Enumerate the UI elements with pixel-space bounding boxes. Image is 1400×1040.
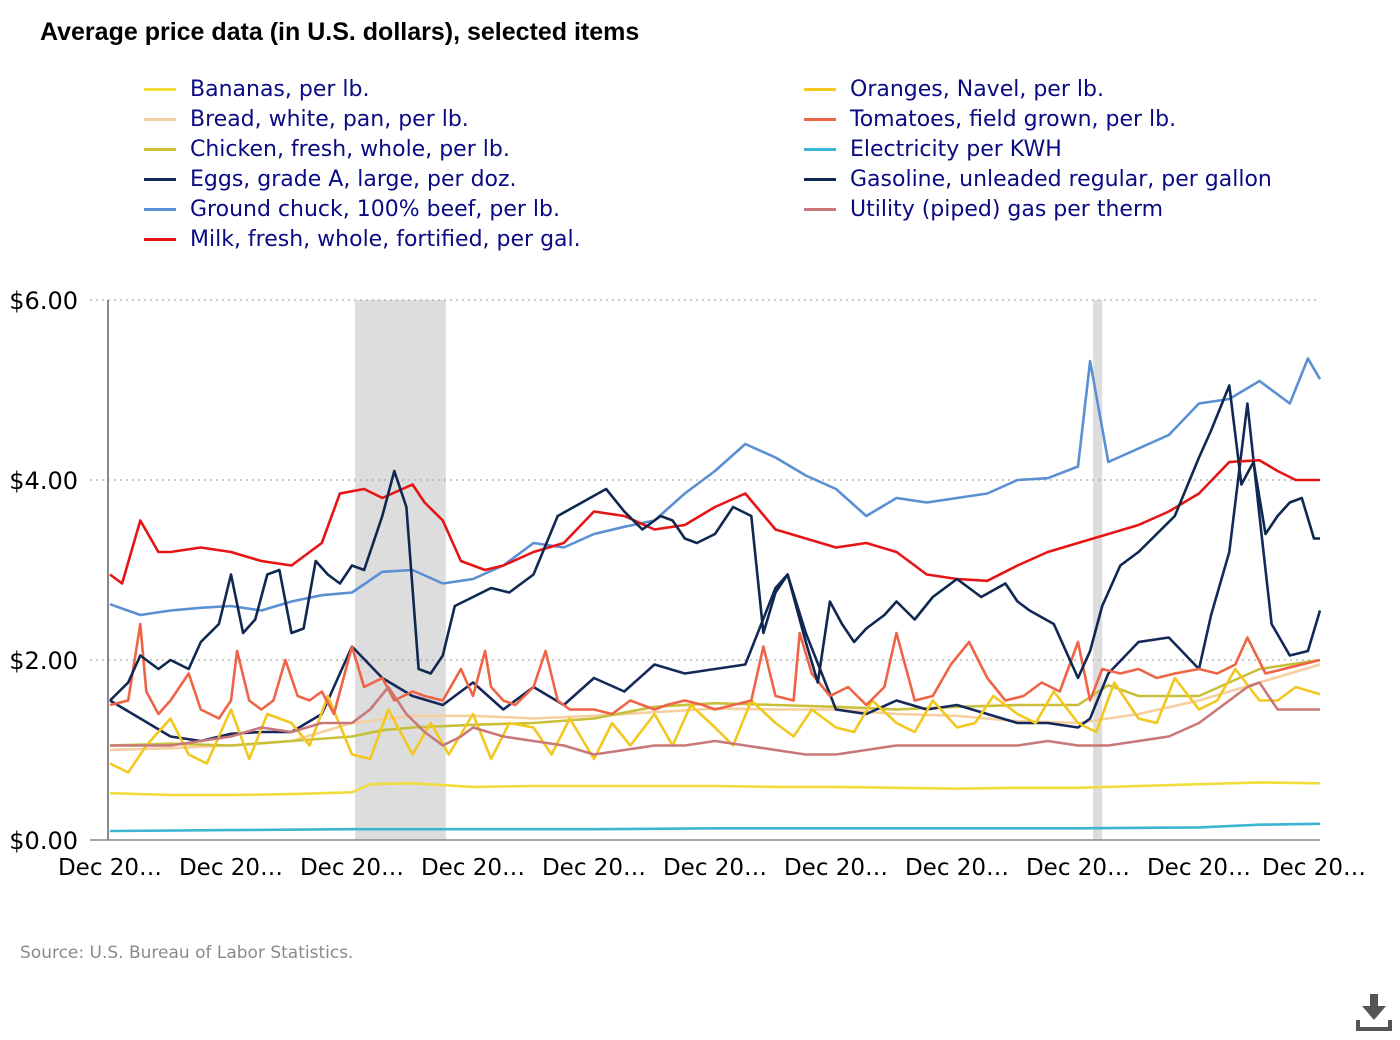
legend-label: Ground chuck, 100% beef, per lb. [190, 196, 560, 222]
y-tick-label: $2.00 [9, 647, 78, 675]
legend-item[interactable]: Bread, white, pan, per lb. [144, 104, 469, 134]
grid-lines [90, 299, 1320, 661]
x-tick-label: Dec 20… [300, 855, 404, 880]
source-note: Source: U.S. Bureau of Labor Statistics. [20, 943, 354, 963]
legend-label: Tomatoes, field grown, per lb. [850, 106, 1177, 132]
series-line-milk-fresh-whole-fortified-per-gal [109, 458, 1320, 585]
x-tick-label: Dec 20… [421, 855, 525, 880]
legend-swatch [144, 147, 176, 151]
x-tick-label: Dec 20… [542, 855, 646, 880]
chart-legend: Bananas, per lb. Bread, white, pan, per l… [0, 74, 1400, 264]
legend-swatch [804, 177, 836, 181]
legend-item[interactable]: Utility (piped) gas per therm [804, 194, 1163, 224]
legend-item[interactable]: Oranges, Navel, per lb. [804, 74, 1104, 104]
legend-swatch [804, 147, 836, 151]
legend-item[interactable]: Bananas, per lb. [144, 74, 369, 104]
x-tick-label: Dec 20… [663, 855, 767, 880]
legend-swatch [144, 177, 176, 181]
legend-label: Gasoline, unleaded regular, per gallon [850, 166, 1272, 192]
x-tick-label: Dec 20… [179, 855, 283, 880]
legend-item[interactable]: Chicken, fresh, whole, per lb. [144, 134, 510, 164]
series-lines [109, 357, 1322, 833]
legend-item[interactable]: Eggs, grade A, large, per doz. [144, 164, 517, 194]
x-tick-label: Dec 20… [1262, 855, 1366, 880]
legend-label: Bread, white, pan, per lb. [190, 106, 469, 132]
legend-item[interactable]: Milk, fresh, whole, fortified, per gal. [144, 224, 581, 254]
legend-label: Eggs, grade A, large, per doz. [190, 166, 517, 192]
chart-title: Average price data (in U.S. dollars), se… [40, 18, 640, 46]
axes [90, 300, 1320, 841]
series-line-oranges-navel-per-lb [109, 667, 1321, 774]
legend-item[interactable]: Tomatoes, field grown, per lb. [804, 104, 1176, 134]
legend-item[interactable]: Gasoline, unleaded regular, per gallon [804, 164, 1272, 194]
y-tick-label: $4.00 [9, 467, 78, 495]
series-line-electricity-per-kwh [109, 822, 1321, 833]
x-tick-label: Dec 20… [1026, 855, 1130, 880]
legend-swatch [804, 87, 836, 91]
tick-labels: $0.00 $2.00 $4.00 $6.00 Dec 20… Dec 20… Dec 20… [9, 287, 1366, 880]
legend-swatch [804, 117, 836, 121]
series-line-bread-white-pan-per-lb [109, 663, 1321, 752]
legend-swatch [144, 87, 176, 91]
series-line-utility-piped-gas-per-therm [110, 681, 1320, 756]
legend-swatch [804, 207, 836, 211]
x-tick-label: Dec 20… [58, 855, 162, 880]
recession-bands [355, 300, 1103, 840]
legend-label: Milk, fresh, whole, fortified, per gal. [190, 226, 581, 252]
legend-item[interactable]: Electricity per KWH [804, 134, 1062, 164]
legend-label: Electricity per KWH [850, 136, 1062, 162]
x-tick-label: Dec 20… [905, 855, 1009, 880]
legend-item[interactable]: Ground chuck, 100% beef, per lb. [144, 194, 560, 224]
recession-band [1093, 300, 1103, 840]
legend-label: Chicken, fresh, whole, per lb. [190, 136, 510, 162]
x-tick-label: Dec 20… [784, 855, 888, 880]
legend-label: Utility (piped) gas per therm [850, 196, 1164, 222]
legend-label: Bananas, per lb. [190, 76, 370, 102]
line-chart: $0.00 $2.00 $4.00 $6.00 Dec 20… Dec 20… Dec 20… [9, 287, 1366, 880]
x-tick-label: Dec 20… [1147, 855, 1251, 880]
legend-swatch [144, 207, 176, 211]
series-line-tomatoes-field-grown-per-lb [109, 622, 1321, 720]
series-line-eggs-grade-a-large-per-doz [109, 402, 1322, 743]
legend-label: Oranges, Navel, per lb. [850, 76, 1104, 102]
series-line-bananas-per-lb [109, 781, 1321, 797]
y-tick-label: $6.00 [9, 287, 78, 315]
legend-swatch [144, 237, 176, 241]
y-tick-label: $0.00 [9, 827, 78, 855]
download-icon[interactable] [1352, 990, 1396, 1034]
series-line-ground-chuck-100-beef-per-lb [109, 357, 1322, 617]
series-line-gasoline-unleaded-regular-per-gallon [109, 384, 1320, 702]
legend-swatch [144, 117, 176, 121]
